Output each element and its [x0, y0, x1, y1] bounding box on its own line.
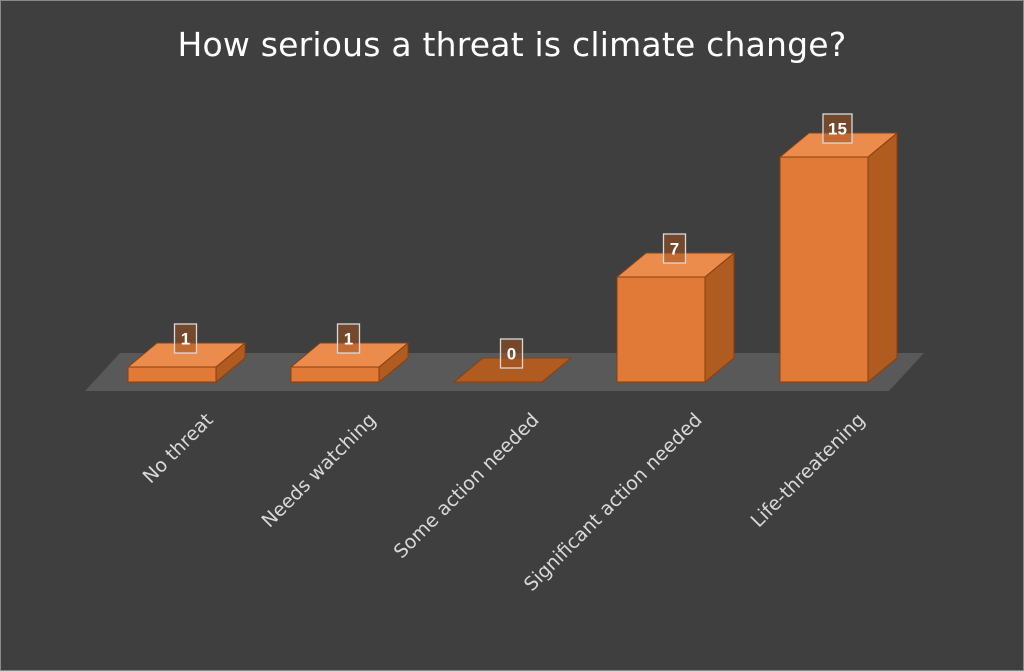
category-label: Needs watching: [257, 409, 380, 532]
data-label: 0: [507, 345, 516, 364]
bar-side: [867, 131, 898, 384]
bar-5: 15: [778, 113, 899, 384]
bar-front: [290, 366, 380, 383]
bar-top: [289, 342, 410, 368]
category-labels-group: No threat Needs watching Some action neede…: [139, 409, 870, 596]
bar-2: 1: [289, 323, 410, 384]
category-label: Some action needed: [390, 409, 544, 563]
data-label-box: [662, 233, 687, 264]
category-label: No threat: [139, 409, 218, 488]
data-label: 1: [344, 330, 353, 349]
bar-top: [452, 357, 573, 383]
category-label: Life-threatening: [747, 409, 870, 532]
bar-top: [778, 132, 899, 158]
bar-top: [615, 252, 736, 278]
data-label-box: [822, 113, 853, 144]
bar-3: 0: [452, 338, 573, 383]
data-label-box: [336, 323, 361, 354]
bar-4: 7: [615, 233, 736, 384]
bars-group: 1 1 0 7 15: [126, 113, 899, 384]
data-label: 1: [181, 330, 190, 349]
bar-1: 1: [126, 323, 247, 384]
category-label: Significant action needed: [520, 409, 707, 596]
chart-title: How serious a threat is climate change?: [177, 25, 847, 64]
data-label-box: [499, 338, 524, 369]
bar-front: [616, 276, 706, 383]
bar-front: [127, 366, 217, 383]
data-label: 7: [670, 240, 679, 259]
bar-top: [126, 342, 247, 368]
bar-front: [779, 156, 869, 383]
data-label-box: [173, 323, 198, 354]
data-label: 15: [828, 120, 847, 139]
